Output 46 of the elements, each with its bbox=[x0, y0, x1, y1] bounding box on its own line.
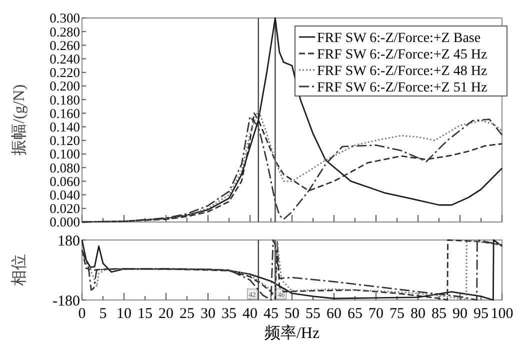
y-tick-label: 0.220 bbox=[50, 65, 80, 80]
y-tick-label: 0.260 bbox=[50, 38, 80, 53]
y-tick-label: 180 bbox=[58, 233, 80, 250]
y-tick-label: 0.160 bbox=[50, 106, 80, 121]
x-tick-label: 20 bbox=[158, 306, 174, 322]
y-tick-label: 0.300 bbox=[50, 10, 80, 26]
x-tick-label: 90 bbox=[452, 306, 468, 322]
legend-label: FRF SW 6:-Z/Force:+Z Base bbox=[317, 31, 481, 46]
y-tick-label: 0.100 bbox=[50, 146, 80, 162]
x-tick-label: 40 bbox=[242, 306, 258, 322]
x-tick-label: 25 bbox=[180, 306, 194, 322]
legend-label: FRF SW 6:-Z/Force:+Z 45 Hz bbox=[317, 48, 488, 62]
x-tick-label: 10 bbox=[116, 306, 132, 322]
y-tick-label: 0.060 bbox=[50, 174, 80, 189]
y-tick-label: 0.200 bbox=[50, 78, 80, 94]
x-tick-label: 100 bbox=[490, 306, 514, 322]
y-tick-label: -180 bbox=[52, 293, 80, 310]
x-tick-label: 45 bbox=[264, 306, 278, 322]
x-tick-label: 5 bbox=[99, 306, 107, 322]
y-tick-label: 0.240 bbox=[50, 52, 80, 67]
y-tick-label: 0.080 bbox=[50, 160, 80, 176]
x-tick-label: 30 bbox=[200, 306, 216, 322]
legend-label: FRF SW 6:-Z/Force:+Z 51 Hz bbox=[317, 80, 488, 96]
y-tick-label: 0.280 bbox=[50, 24, 80, 40]
x-tick-label: 60 bbox=[326, 306, 342, 322]
x-tick-label: 70 bbox=[368, 306, 384, 322]
y-tick-label: 0.120 bbox=[50, 133, 80, 148]
y-axis-title: 相位 bbox=[10, 254, 28, 286]
x-tick-label: 50 bbox=[284, 306, 300, 322]
x-tick-label: 35 bbox=[222, 306, 236, 322]
x-tick-label: 85 bbox=[432, 306, 446, 322]
y-tick-label: 0.140 bbox=[50, 120, 80, 135]
y-axis-title: 振幅/(g/N) bbox=[11, 84, 28, 156]
x-tick-label: 15 bbox=[138, 306, 152, 322]
x-tick-label: 75 bbox=[390, 306, 404, 322]
x-tick-label: 80 bbox=[410, 306, 426, 322]
x-tick-label: 0 bbox=[78, 306, 86, 322]
y-tick-label: 0.180 bbox=[50, 92, 80, 108]
y-tick-label: 0.020 bbox=[50, 201, 80, 216]
x-axis-title: 频率/Hz bbox=[264, 324, 320, 342]
y-tick-label: 0.040 bbox=[50, 188, 80, 203]
x-tick-label: 95 bbox=[474, 306, 488, 322]
legend-label: FRF SW 6:-Z/Force:+Z 48 Hz bbox=[317, 64, 488, 79]
x-tick-label: 55 bbox=[306, 306, 320, 322]
x-tick-label: 65 bbox=[348, 306, 362, 322]
y-tick-label: 0.000 bbox=[50, 214, 80, 230]
